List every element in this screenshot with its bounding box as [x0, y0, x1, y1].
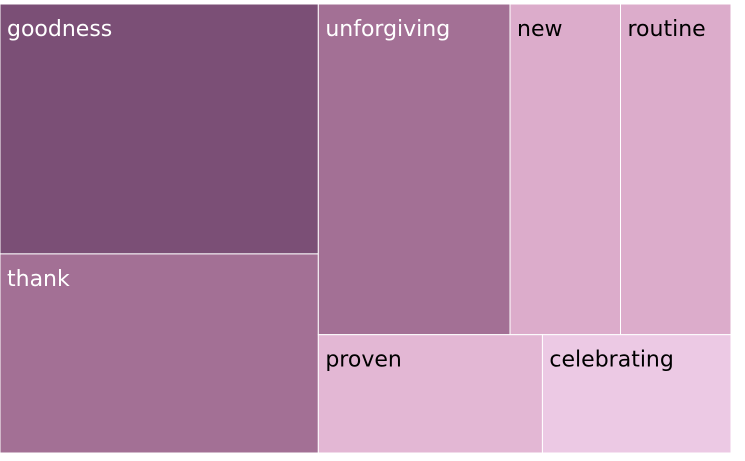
treemap-tile-routine: routine	[620, 3, 732, 336]
treemap-label-celebrating: celebrating	[549, 348, 673, 373]
treemap-rect-celebrating	[541, 334, 732, 454]
treemap-label-thank: thank	[7, 267, 70, 292]
treemap-rect-routine	[620, 3, 732, 336]
treemap-rect-proven	[317, 334, 543, 454]
treemap-rect-new	[509, 3, 621, 336]
treemap-tile-celebrating: celebrating	[541, 334, 732, 454]
treemap-tile-goodness: goodness	[0, 3, 319, 255]
treemap-label-routine: routine	[628, 17, 706, 42]
treemap-label-goodness: goodness	[7, 17, 112, 42]
treemap-rect-thank	[0, 253, 319, 454]
treemap-label-new: new	[517, 17, 562, 42]
treemap-rect-unforgiving	[317, 3, 511, 336]
treemap-tile-proven: proven	[317, 334, 543, 454]
treemap-tile-unforgiving: unforgiving	[317, 3, 511, 336]
treemap-tile-new: new	[509, 3, 621, 336]
treemap-label-unforgiving: unforgiving	[325, 17, 450, 42]
treemap-rect-goodness	[0, 3, 319, 255]
treemap-tile-thank: thank	[0, 253, 319, 454]
treemap-label-proven: proven	[325, 348, 401, 373]
